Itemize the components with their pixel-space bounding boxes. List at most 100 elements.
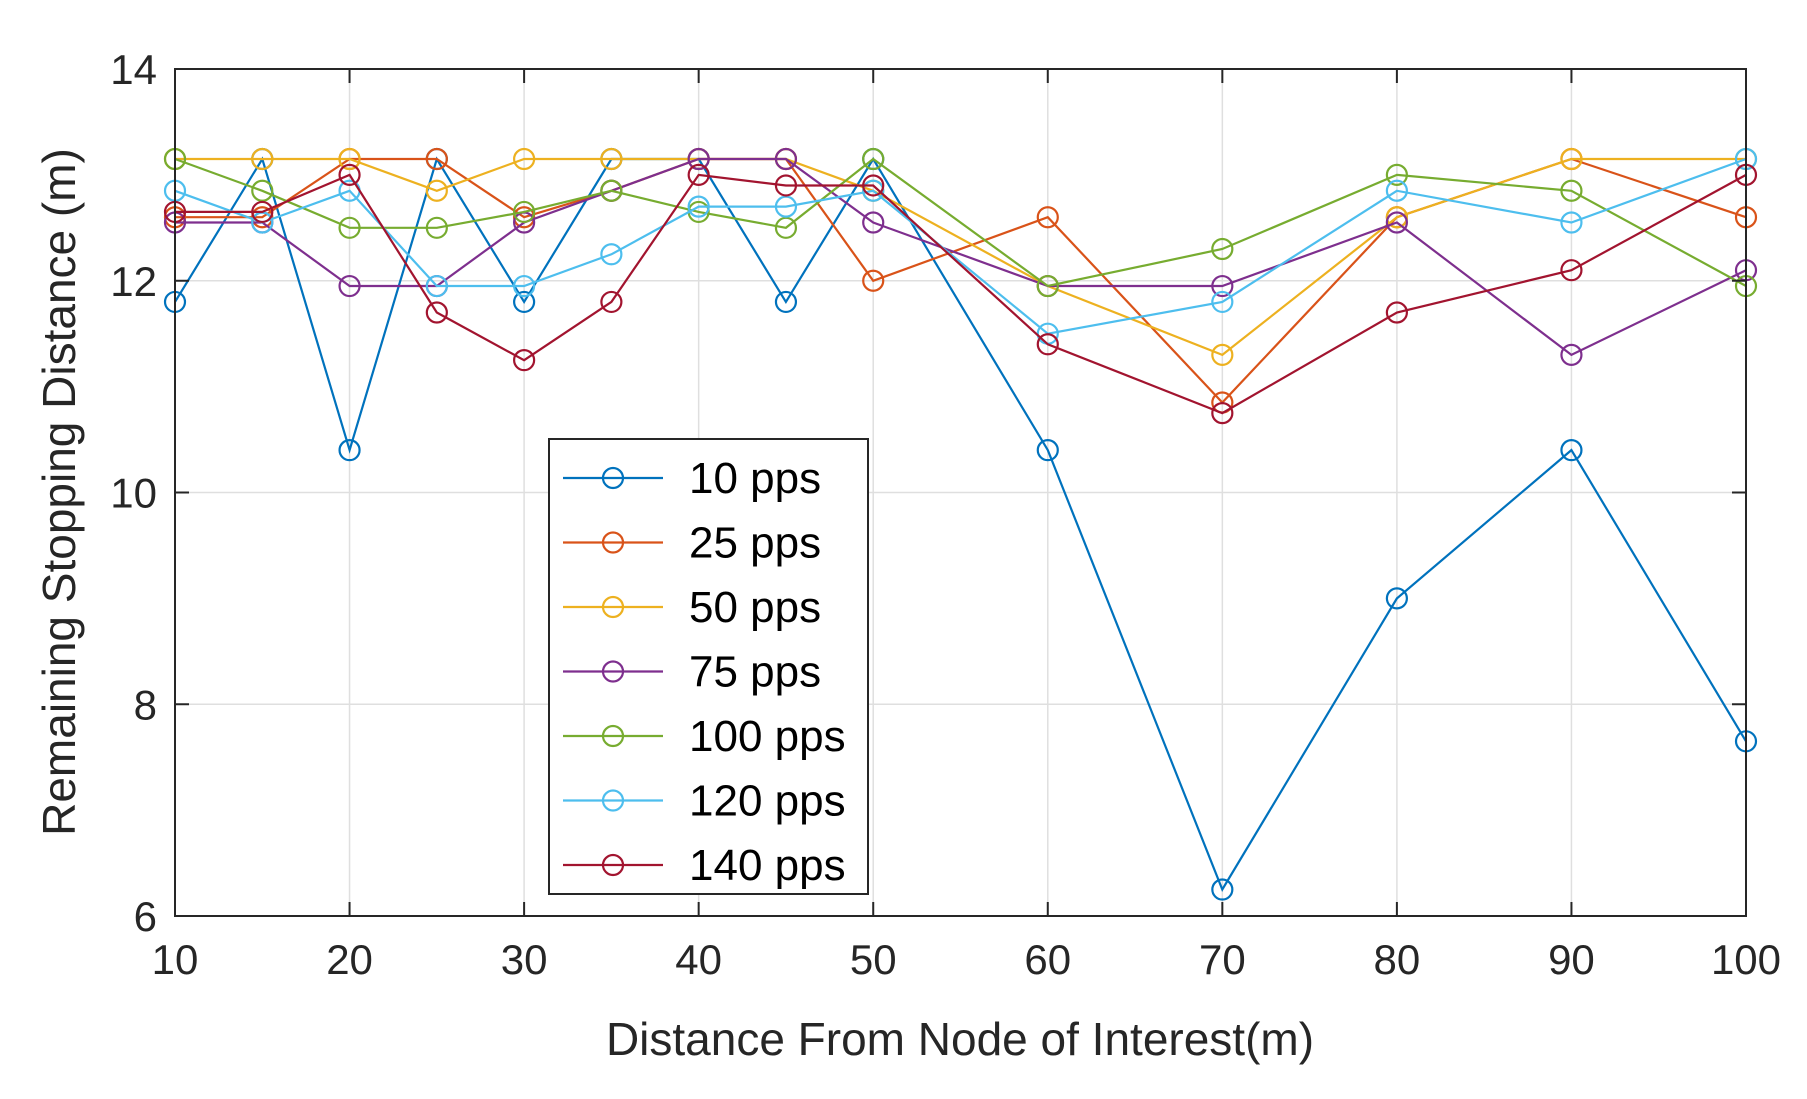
y-tick-label: 14 [110,46,157,93]
legend: 10 pps 25 pps 50 pps 75 pps 100 pps 120 pps 14… [548,438,869,895]
legend-item: 100 pps [563,712,846,761]
legend-item: 75 pps [563,648,821,697]
legend-marker [601,466,625,490]
x-tick-label: 90 [1548,936,1595,983]
data-point [1385,206,1408,229]
data-point [1211,878,1234,901]
data-point [862,211,885,234]
legend-label: 120 pps [689,777,846,826]
data-point [600,290,623,314]
data-point [1211,237,1234,261]
data-point [1560,211,1583,234]
legend-label: 140 pps [689,841,846,890]
data-point [425,147,448,171]
y-tick-label: 6 [134,893,157,940]
data-point [513,290,536,314]
series-line [175,173,1747,415]
data-point [687,163,710,186]
x-tick-label: 10 [152,936,199,983]
x-tick-label: 70 [1199,936,1246,983]
data-point [1211,343,1234,366]
data-point [1385,179,1408,202]
data-point [425,274,448,298]
x-tick-label: 60 [1024,936,1071,983]
y-tick-label: 8 [134,681,157,728]
legend-item: 25 pps [563,519,821,568]
data-point [1036,206,1059,229]
data-point [1036,439,1059,462]
data-point [338,163,361,186]
data-point [338,274,361,298]
data-point [251,206,274,229]
data-point [1560,259,1583,282]
data-point [600,147,623,171]
data-point [1560,147,1583,171]
data-point [687,147,710,171]
legend-marker [601,789,625,812]
data-point [600,243,623,266]
legend-box [548,438,869,895]
data-point [425,216,448,239]
data-point [687,195,710,218]
data-point [862,147,885,171]
data-point [338,439,361,462]
legend-item: 140 pps [563,841,846,890]
data-point [774,195,798,218]
data-point [600,179,623,202]
data-point [1036,333,1059,356]
data-point [774,174,798,197]
data-point [1385,301,1408,324]
data-point [338,147,361,171]
x-tick-label: 50 [850,936,897,983]
series-line [174,157,1747,335]
data-point [1560,439,1583,462]
data-point [425,301,448,324]
legend-item: 10 pps [563,454,821,503]
data-point [513,349,536,372]
data-point [862,174,885,197]
legend-marker [601,595,625,619]
data-point [1385,163,1408,186]
data-point [513,206,536,229]
data-point [1211,290,1234,314]
legend-item: 50 pps [563,583,821,632]
x-tick-label: 80 [1374,936,1421,983]
legend-label: 10 pps [689,454,821,503]
legend-marker [601,660,625,683]
data-point [774,216,798,239]
x-tick-label: 30 [501,936,548,983]
legend-label: 75 pps [689,648,821,697]
legend-label: 100 pps [689,712,846,761]
data-point [1036,274,1059,298]
data-point [513,200,536,224]
series-line [174,156,1747,892]
data-point [338,216,361,239]
data-point [251,200,274,224]
data-point [425,179,448,202]
data-point [251,147,274,171]
ticks [174,68,1747,917]
legend-marker [601,531,625,554]
data-point [513,274,536,298]
legend-label: 25 pps [689,519,821,568]
data-point [774,290,798,314]
data-point [1211,274,1234,298]
x-axis-label: Distance From Node of Interest(m) [606,1013,1314,1065]
x-tick-label: 100 [1711,936,1781,983]
y-tick-label: 12 [110,258,157,305]
data-point [1385,587,1408,610]
data-point [1560,343,1583,366]
legend-item: 120 pps [563,777,846,826]
legend-marker [601,724,625,748]
data-point [1385,211,1408,234]
series-line [175,157,1747,357]
data-point [862,269,885,292]
legend-label: 50 pps [689,583,821,632]
data-point [1560,179,1583,202]
series-line [174,157,1747,288]
y-axis-label: Remaining Stopping Distance (m) [33,148,85,836]
x-tick-label: 20 [326,936,373,983]
data-point [251,179,274,202]
x-tick-label: 40 [675,936,722,983]
